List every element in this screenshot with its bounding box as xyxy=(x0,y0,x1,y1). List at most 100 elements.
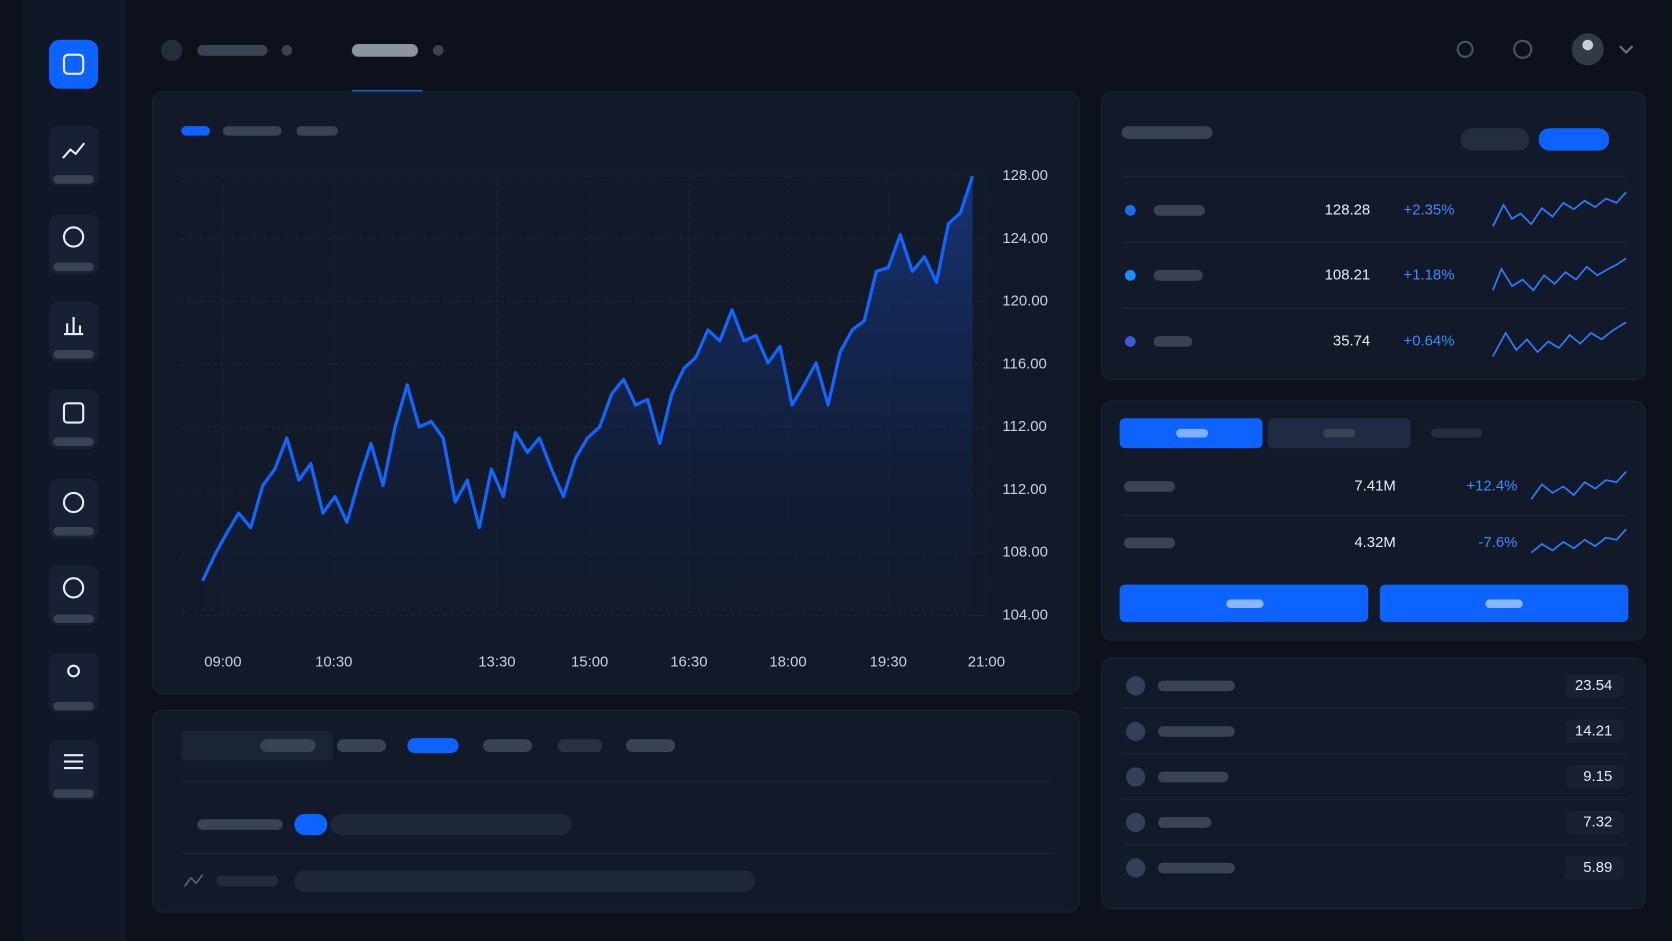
quote-name xyxy=(1153,204,1205,216)
nav-item[interactable] xyxy=(49,214,99,275)
volume-change: -7.6% xyxy=(1478,534,1517,551)
nav-home-icon xyxy=(62,53,85,75)
quote-change: +2.35% xyxy=(1403,201,1454,218)
rank-icon xyxy=(1126,676,1146,696)
toggle-option[interactable] xyxy=(1460,128,1530,151)
toggle-option-active[interactable] xyxy=(1538,128,1610,151)
volume-change: +12.4% xyxy=(1466,477,1517,494)
ranking-list: 23.54 14.21 9.15 7.32 5.89 xyxy=(1121,674,1627,880)
rank-name xyxy=(1158,817,1212,828)
icon-trend xyxy=(62,142,86,159)
button-label xyxy=(1485,599,1523,609)
dot xyxy=(281,45,293,56)
nav-label xyxy=(53,437,94,446)
tab-label xyxy=(1176,428,1209,438)
sparkline xyxy=(1530,528,1627,554)
row-icon xyxy=(183,874,204,887)
menu-caret[interactable] xyxy=(1618,45,1634,55)
quote-dot xyxy=(1124,270,1136,281)
quote-row: 128.28 +2.35% xyxy=(1124,191,1627,227)
rank-name xyxy=(1158,771,1229,783)
y-tick-label: 112.00 xyxy=(1002,481,1047,498)
nav-item[interactable] xyxy=(49,479,99,539)
search-button[interactable] xyxy=(1456,40,1474,58)
y-tick-label: 124.00 xyxy=(1002,230,1048,247)
nav-item[interactable] xyxy=(49,389,99,450)
filter-chip[interactable] xyxy=(336,739,387,753)
quote-price: 108.21 xyxy=(1325,266,1371,283)
y-tick-label: 116.00 xyxy=(1002,355,1047,372)
price-area xyxy=(202,176,973,616)
filter-chip-active[interactable] xyxy=(407,738,459,754)
x-tick-label: 16:30 xyxy=(670,653,707,670)
tab-label[interactable] xyxy=(1431,428,1483,438)
rank-value: 7.32 xyxy=(1583,813,1612,830)
slider-thumb[interactable] xyxy=(294,813,328,836)
rank-icon xyxy=(1126,858,1146,878)
x-tick-label: 13:30 xyxy=(478,653,515,670)
filter-chip[interactable] xyxy=(625,739,675,753)
price-chart: 128.00 124.00 120.00 116.00 112.00 112.00 108.… xyxy=(181,167,1048,670)
nav-label xyxy=(53,789,94,798)
y-tick-label: 108.00 xyxy=(1002,544,1048,561)
rank-icon xyxy=(1126,721,1146,742)
legend-chip[interactable] xyxy=(181,126,211,136)
y-tick-label: 128.00 xyxy=(1002,167,1048,184)
quote-dot xyxy=(1124,336,1136,347)
quote-change: +0.64% xyxy=(1403,332,1454,349)
rank-value-bg xyxy=(1565,810,1625,835)
active-tab[interactable] xyxy=(351,43,418,57)
sparkline xyxy=(1492,321,1627,357)
back-button[interactable] xyxy=(161,39,183,62)
quote-price: 128.28 xyxy=(1325,201,1371,218)
dot xyxy=(432,45,444,56)
nav-item[interactable] xyxy=(49,740,99,800)
nav-items xyxy=(49,126,99,800)
filter-chip[interactable] xyxy=(260,739,316,753)
filter-chip[interactable] xyxy=(483,739,533,753)
nav-item[interactable] xyxy=(49,652,99,713)
rank-value: 14.21 xyxy=(1575,722,1612,739)
quote-change: +1.18% xyxy=(1403,266,1454,283)
x-tick-label: 18:00 xyxy=(769,653,806,670)
quote-name xyxy=(1153,336,1193,347)
y-tick-label: 120.00 xyxy=(1002,293,1048,310)
rank-value-bg xyxy=(1565,856,1625,880)
nav-item[interactable] xyxy=(49,126,99,186)
y-tick-label: 112.00 xyxy=(1002,418,1047,435)
rank-icon xyxy=(1126,812,1146,833)
legend-chip[interactable] xyxy=(296,126,339,136)
x-tick-label: 21:00 xyxy=(968,653,1005,670)
nav-home[interactable] xyxy=(49,39,99,89)
notifications[interactable] xyxy=(1513,39,1533,59)
x-tick-label: 09:00 xyxy=(204,653,241,670)
x-tick-label: 15:00 xyxy=(571,653,608,670)
top-bar xyxy=(161,33,1634,92)
y-tick-label: 104.00 xyxy=(1002,606,1048,623)
rank-name xyxy=(1158,680,1235,692)
progress-bar xyxy=(294,870,755,892)
quote-row: 35.74 +0.64% xyxy=(1124,321,1627,357)
rank-name xyxy=(1158,862,1235,874)
rank-icon xyxy=(1126,767,1146,787)
rank-name xyxy=(1158,726,1235,737)
icon-pie xyxy=(62,226,85,248)
sparkline xyxy=(1492,257,1627,292)
volume-name xyxy=(1123,537,1176,549)
slider-track[interactable] xyxy=(330,813,572,836)
legend-chip[interactable] xyxy=(222,126,282,136)
nav-label xyxy=(53,350,94,359)
filter-chip[interactable] xyxy=(557,739,603,753)
nav-item[interactable] xyxy=(49,565,99,626)
filter-tab[interactable] xyxy=(181,730,333,761)
tab-label xyxy=(1323,428,1356,438)
price-line xyxy=(201,175,975,582)
x-tick-label: 19:30 xyxy=(870,653,907,670)
icon-user xyxy=(67,664,80,678)
quote-dot xyxy=(1124,204,1136,216)
volume-panel xyxy=(1100,400,1646,641)
rank-value: 23.54 xyxy=(1575,677,1612,694)
sparkline xyxy=(1530,470,1627,500)
row-label xyxy=(216,875,279,887)
